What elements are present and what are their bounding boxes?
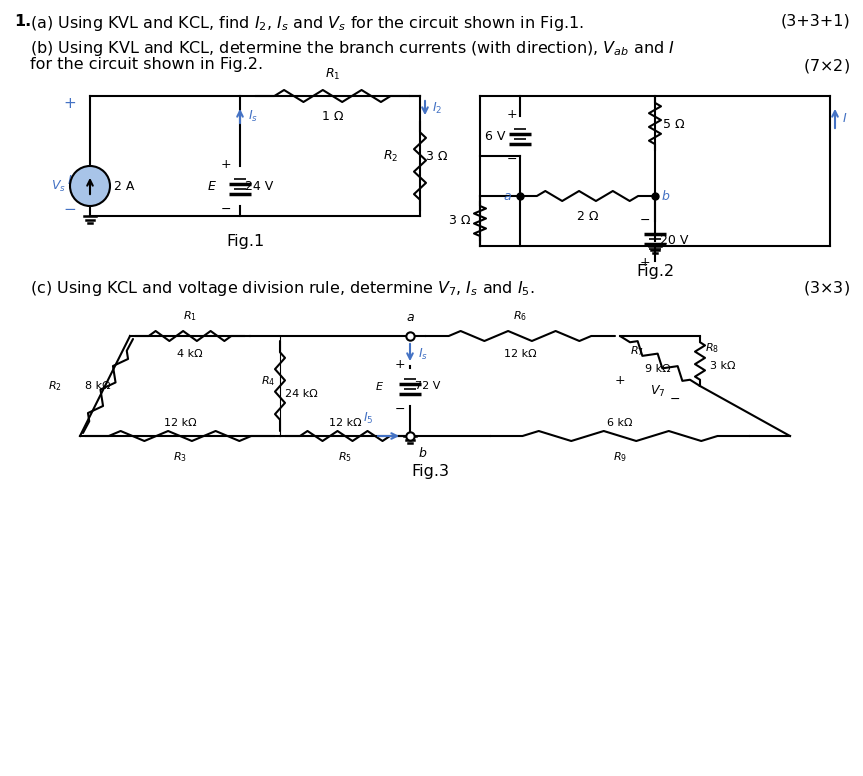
Text: for the circuit shown in Fig.2.: for the circuit shown in Fig.2.: [30, 57, 263, 72]
Text: $I_s$: $I_s$: [248, 109, 258, 123]
Text: 12 kΩ: 12 kΩ: [504, 349, 536, 359]
Text: 3 Ω: 3 Ω: [426, 150, 448, 162]
Text: $R_7$: $R_7$: [630, 344, 644, 358]
Text: 72 V: 72 V: [415, 381, 440, 391]
Text: $V_7$: $V_7$: [650, 383, 665, 399]
Text: $-$: $-$: [394, 401, 406, 414]
Circle shape: [70, 166, 110, 206]
Text: $-$: $-$: [63, 200, 77, 216]
Text: $R_2$: $R_2$: [48, 379, 62, 393]
Text: $R_9$: $R_9$: [613, 450, 627, 464]
Text: 20 V: 20 V: [660, 234, 689, 248]
Text: Fig.1: Fig.1: [226, 234, 264, 249]
Text: (3$\times$3): (3$\times$3): [803, 279, 850, 297]
Text: $I_2$: $I_2$: [432, 101, 443, 116]
Text: $a$: $a$: [406, 311, 414, 324]
Text: $R_4$: $R_4$: [261, 374, 275, 388]
Text: $-$: $-$: [507, 151, 518, 165]
Text: $R_1$: $R_1$: [183, 309, 197, 323]
Text: 2 A: 2 A: [114, 179, 135, 192]
Text: $I$: $I$: [67, 175, 72, 188]
Text: 6 kΩ: 6 kΩ: [608, 418, 633, 428]
Text: 5 Ω: 5 Ω: [663, 117, 684, 130]
Text: $-$: $-$: [220, 202, 231, 214]
Text: $I_5$: $I_5$: [362, 411, 374, 426]
Text: (3+3+1): (3+3+1): [780, 14, 850, 29]
Text: $R_8$: $R_8$: [705, 341, 719, 355]
Text: (a) Using KVL and KCL, find $I_2$, $I_s$ and $V_s$ for the circuit shown in Fig.: (a) Using KVL and KCL, find $I_2$, $I_s$…: [30, 14, 584, 33]
Text: $R_3$: $R_3$: [173, 450, 187, 464]
Text: 2 Ω: 2 Ω: [576, 210, 598, 223]
Text: 12 kΩ: 12 kΩ: [329, 418, 362, 428]
Text: 24 kΩ: 24 kΩ: [285, 389, 318, 399]
Text: 6 V: 6 V: [485, 130, 506, 143]
Text: 12 kΩ: 12 kΩ: [164, 418, 196, 428]
Text: $V_s$: $V_s$: [51, 178, 66, 193]
Text: (c) Using KCL and voltage division rule, determine $V_7$, $I_s$ and $I_5$.: (c) Using KCL and voltage division rule,…: [30, 279, 535, 298]
Text: 3 Ω: 3 Ω: [449, 214, 470, 227]
Text: 8 kΩ: 8 kΩ: [85, 381, 110, 391]
Text: 1.: 1.: [14, 14, 31, 29]
Text: +: +: [221, 158, 231, 171]
Text: +: +: [507, 108, 517, 120]
Text: $E$: $E$: [207, 179, 217, 192]
Text: $R_6$: $R_6$: [513, 309, 527, 323]
Text: $I$: $I$: [842, 112, 847, 124]
Text: +: +: [639, 257, 651, 269]
Text: $b$: $b$: [418, 446, 427, 460]
Text: $-$: $-$: [639, 213, 651, 226]
Text: 24 V: 24 V: [245, 179, 274, 192]
Text: $R_2$: $R_2$: [382, 148, 398, 164]
Text: 4 kΩ: 4 kΩ: [177, 349, 203, 359]
Text: 1 Ω: 1 Ω: [322, 110, 343, 123]
Text: +: +: [64, 96, 76, 112]
Text: $E$: $E$: [375, 380, 384, 392]
Text: +: +: [394, 358, 406, 370]
Text: $I_s$: $I_s$: [418, 346, 428, 362]
Text: $R_5$: $R_5$: [338, 450, 352, 464]
Text: 9 kΩ: 9 kΩ: [645, 364, 671, 374]
Text: +: +: [614, 375, 626, 387]
Text: Fig.3: Fig.3: [411, 464, 449, 479]
Text: Fig.2: Fig.2: [636, 264, 674, 279]
Text: $a$: $a$: [503, 189, 512, 203]
Text: $R_1$: $R_1$: [324, 67, 340, 82]
Text: $b$: $b$: [661, 189, 671, 203]
Text: $-$: $-$: [670, 392, 681, 404]
Text: 3 kΩ: 3 kΩ: [710, 361, 735, 371]
Text: (7$\times$2): (7$\times$2): [803, 57, 850, 75]
Text: (b) Using KVL and KCL, determine the branch currents (with direction), $V_{ab}$ : (b) Using KVL and KCL, determine the bra…: [30, 39, 675, 58]
